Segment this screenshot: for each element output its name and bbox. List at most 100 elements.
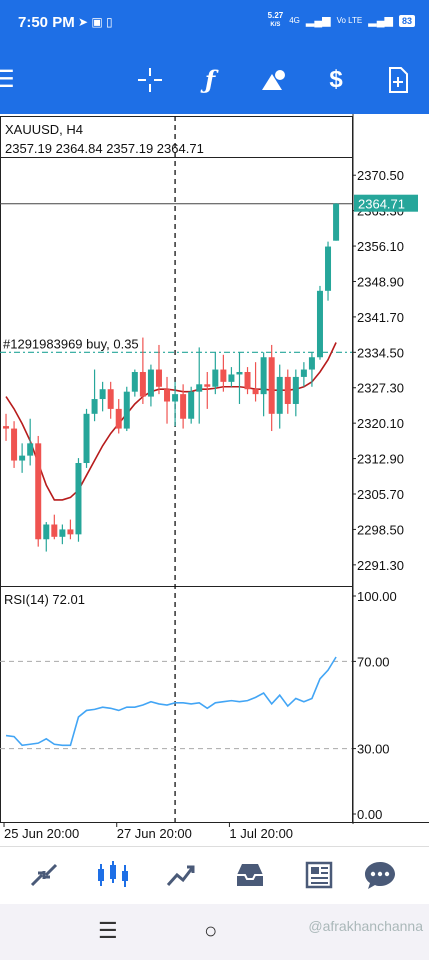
time-tick-label: 25 Jun 20:00 — [4, 826, 79, 841]
rsi-tick-label: 100.00 — [357, 589, 397, 604]
time-tick-label: 27 Jun 20:00 — [117, 826, 192, 841]
candle-body — [172, 394, 179, 402]
price-chart[interactable]: XAUUSD, H4 2357.19 2364.84 2357.19 2364.… — [0, 114, 429, 844]
candle — [59, 524, 66, 545]
candle — [276, 364, 283, 429]
crosshair-icon[interactable] — [134, 66, 166, 101]
moving-average-line — [5, 342, 337, 501]
candle-body — [284, 376, 291, 404]
history-icon[interactable] — [232, 859, 268, 891]
candle-body — [164, 389, 171, 402]
candle-body — [35, 443, 42, 540]
shapes-icon[interactable] — [258, 66, 290, 101]
candle — [172, 381, 179, 427]
candle — [99, 381, 106, 412]
candle — [51, 514, 58, 540]
candle — [188, 386, 195, 424]
current-price-tag: 2364.71 — [354, 194, 418, 212]
candle-body — [252, 389, 259, 395]
candle — [131, 369, 138, 397]
candle — [308, 352, 315, 387]
candle-body — [204, 384, 211, 387]
home-icon[interactable]: ○ — [204, 918, 218, 943]
candle-body — [3, 426, 10, 429]
candle — [228, 367, 235, 387]
dollar-icon[interactable]: $ — [329, 66, 343, 93]
candle — [300, 362, 307, 387]
candle-body — [115, 408, 122, 429]
price-tick-label: 2341.70 — [357, 310, 404, 325]
candle — [212, 352, 219, 395]
menu-icon[interactable]: ☰ — [0, 66, 15, 93]
rsi-label: RSI(14) 72.01 — [4, 592, 85, 607]
candle — [147, 364, 154, 407]
candle — [292, 369, 299, 417]
candle — [75, 458, 82, 542]
candle — [67, 519, 74, 540]
rsi-tick-label: 30.00 — [357, 742, 390, 757]
price-tick-label: 2291.30 — [357, 558, 404, 573]
messages-icon[interactable] — [362, 859, 398, 891]
status-time: 7:50 PM — [18, 14, 75, 31]
candle — [244, 367, 251, 395]
order-line-label: #1291983969 buy, 0.35 — [3, 336, 139, 351]
price-tick-label: 2370.50 — [357, 168, 404, 183]
price-tick-label: 2327.30 — [357, 381, 404, 396]
battery-indicator: 83 — [398, 14, 415, 27]
candle-body — [43, 524, 50, 540]
ohlc-label: 2357.19 2364.84 2357.19 2364.71 — [5, 141, 204, 156]
recents-icon[interactable]: ☰ — [98, 918, 118, 943]
trade-icon[interactable] — [163, 859, 199, 891]
function-icon[interactable]: ƒ — [204, 65, 216, 94]
price-tick-label: 2298.50 — [357, 522, 404, 537]
rsi-tick-label: 70.00 — [357, 654, 390, 669]
candle — [91, 369, 98, 422]
rsi-pane-frame — [0, 586, 353, 823]
candle-body — [51, 524, 58, 537]
candle-body — [268, 357, 275, 414]
candle-body — [188, 391, 195, 419]
candle-body — [147, 369, 154, 397]
candle-body — [220, 369, 227, 382]
system-nav-bar: ☰ ○ — [0, 904, 429, 960]
candle — [123, 386, 130, 432]
symbol-label: XAUUSD, H4 — [5, 122, 83, 137]
candle — [11, 421, 18, 468]
candle — [107, 381, 114, 419]
candle-body — [19, 455, 26, 461]
candle-body — [236, 372, 243, 375]
candle — [83, 408, 90, 468]
chart-area[interactable]: XAUUSD, H4 2357.19 2364.84 2357.19 2364.… — [0, 114, 429, 844]
candle — [204, 372, 211, 409]
signal-icon-2: ▂▄▆ — [368, 15, 393, 27]
candle-body — [67, 529, 74, 535]
price-tick-label: 2356.10 — [357, 239, 404, 254]
candle-body — [180, 394, 187, 419]
candle-body — [316, 290, 323, 358]
status-indicators: 5.27 K/S 4G ▂▄▆ Vo LTE ▂▄▆ 83 — [268, 12, 415, 29]
candle — [325, 241, 332, 301]
candle — [220, 354, 227, 392]
network-label: 4G — [289, 16, 300, 25]
rsi-line — [5, 656, 337, 747]
candle — [260, 352, 267, 417]
status-bar: 7:50 PM ➤ ▣ ▯ 5.27 K/S 4G ▂▄▆ Vo LTE ▂▄▆ … — [0, 0, 429, 46]
quotes-icon[interactable] — [26, 859, 62, 891]
candle-body — [59, 529, 66, 537]
candle — [19, 443, 26, 473]
candle-body — [27, 443, 34, 456]
candle-body — [212, 369, 219, 387]
price-tick-label: 2334.50 — [357, 345, 404, 360]
candle-body — [244, 372, 251, 390]
news-icon[interactable] — [300, 859, 336, 891]
candle — [35, 435, 42, 547]
candle — [180, 384, 187, 429]
time-tick-label: 1 Jul 20:00 — [229, 826, 293, 841]
candle-body — [333, 203, 340, 241]
status-app-icons: ➤ ▣ ▯ — [78, 15, 113, 29]
candle — [115, 399, 122, 434]
price-tick-label: 2312.90 — [357, 452, 404, 467]
add-document-icon[interactable] — [382, 66, 414, 101]
chart-icon[interactable] — [95, 859, 131, 891]
watermark-text: @afrakhanchanna — [308, 918, 423, 934]
